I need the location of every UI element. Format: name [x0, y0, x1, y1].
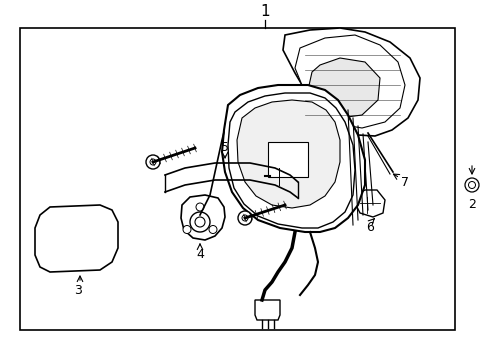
Text: 1: 1 — [260, 4, 269, 19]
Bar — [267, 142, 307, 177]
Bar — [269, 168, 287, 185]
Polygon shape — [307, 58, 379, 118]
Circle shape — [146, 155, 160, 169]
Polygon shape — [227, 93, 354, 228]
Polygon shape — [354, 190, 384, 217]
Text: 4: 4 — [196, 248, 203, 261]
Circle shape — [183, 225, 191, 234]
Circle shape — [190, 212, 209, 232]
Bar — [20, 28, 454, 330]
Polygon shape — [35, 205, 118, 272]
Circle shape — [195, 217, 204, 227]
Polygon shape — [181, 195, 224, 240]
Polygon shape — [283, 28, 419, 136]
Polygon shape — [237, 100, 339, 208]
Circle shape — [468, 181, 474, 189]
Polygon shape — [294, 35, 404, 128]
Circle shape — [242, 215, 247, 221]
Circle shape — [196, 203, 203, 211]
Text: 5: 5 — [221, 141, 228, 154]
Text: 2: 2 — [467, 198, 475, 211]
Polygon shape — [254, 300, 280, 320]
Circle shape — [150, 159, 156, 165]
Text: 7: 7 — [400, 176, 408, 189]
Circle shape — [464, 178, 478, 192]
Circle shape — [208, 225, 217, 234]
Polygon shape — [222, 85, 364, 232]
Text: 6: 6 — [366, 221, 373, 234]
Text: 3: 3 — [74, 284, 82, 297]
Circle shape — [238, 211, 251, 225]
